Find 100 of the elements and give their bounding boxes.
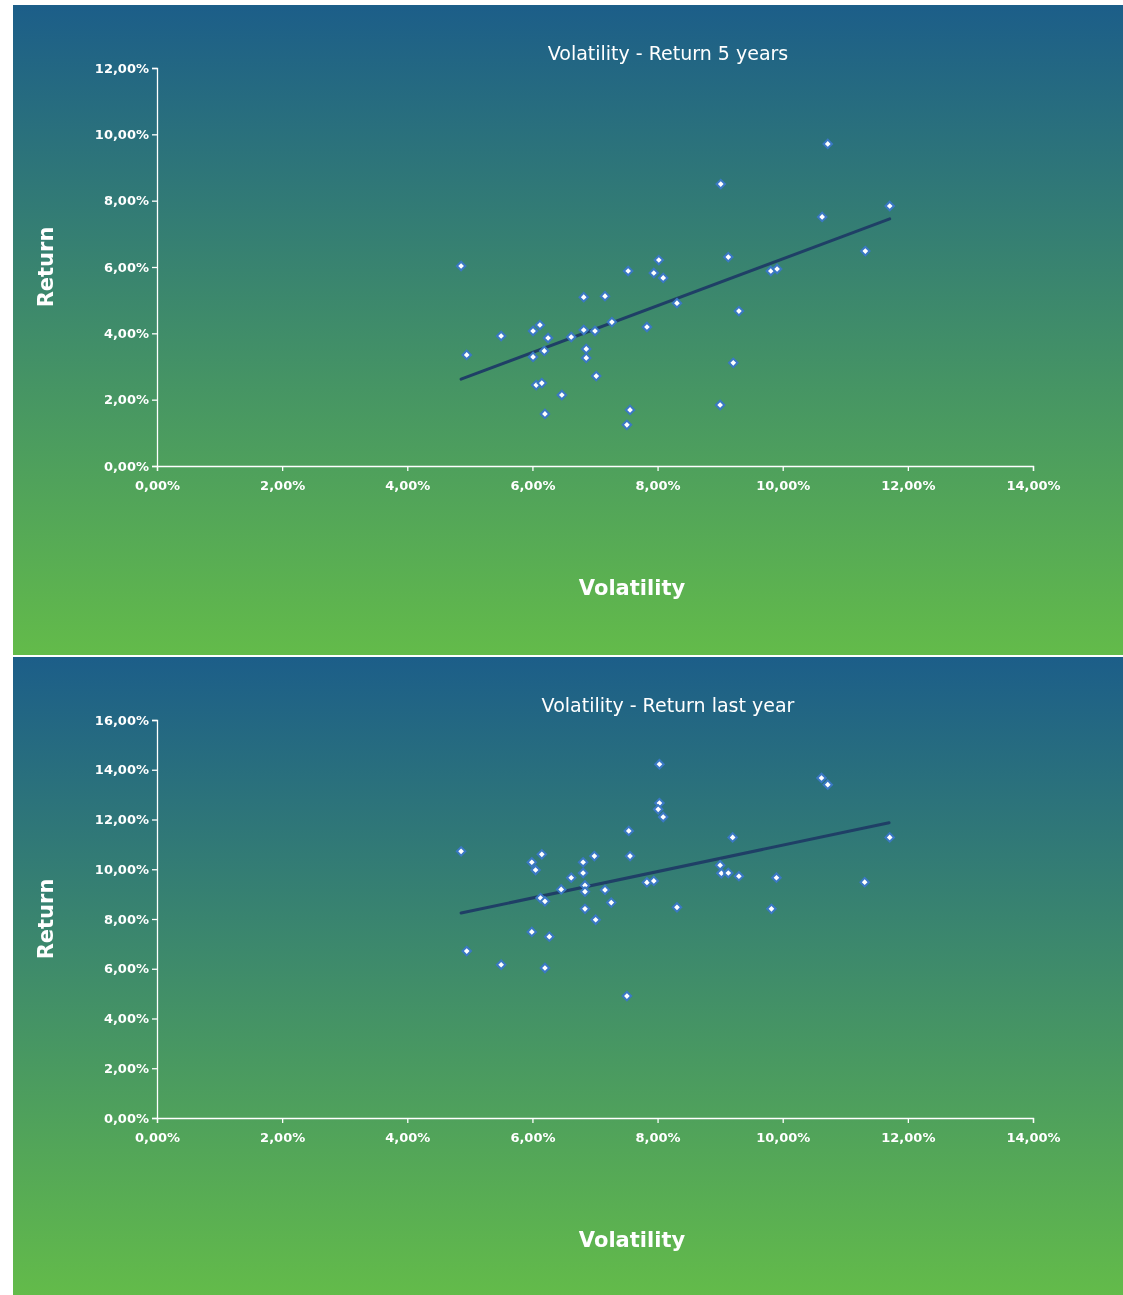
- point: [579, 886, 591, 897]
- point: [526, 857, 538, 868]
- point: [455, 846, 467, 857]
- point: [455, 260, 467, 272]
- x-tick-label: 6,00%: [510, 1129, 556, 1145]
- x-tick-label: 0,00%: [134, 1129, 181, 1145]
- point: [771, 872, 782, 883]
- point: [577, 867, 589, 879]
- point: [884, 200, 895, 212]
- y-tick-label: 12,00%: [94, 60, 149, 76]
- point: [542, 332, 554, 344]
- x-tick-label: 8,00%: [635, 1129, 681, 1145]
- point: [621, 419, 633, 431]
- x-tick-label: 10,00%: [756, 477, 811, 493]
- point: [591, 370, 602, 382]
- y-tick-label: 2,00%: [103, 392, 149, 408]
- point: [527, 351, 539, 363]
- point: [544, 931, 555, 942]
- point: [816, 211, 828, 223]
- y-tick-label: 14,00%: [94, 762, 149, 778]
- point: [579, 903, 591, 915]
- y-tick-label: 16,00%: [94, 712, 149, 728]
- point: [884, 832, 895, 843]
- x-tick-label: 4,00%: [385, 1129, 431, 1145]
- y-tick-label: 0,00%: [103, 1110, 149, 1126]
- point: [822, 138, 834, 150]
- point: [578, 291, 589, 303]
- point: [539, 408, 551, 420]
- x-tick-label: 4,00%: [385, 477, 431, 493]
- x-tick-label: 12,00%: [881, 1129, 936, 1145]
- y-axis-title: Return: [34, 226, 58, 308]
- point: [860, 245, 871, 257]
- point: [606, 897, 617, 908]
- y-tick-label: 10,00%: [94, 861, 149, 877]
- point: [539, 962, 551, 974]
- point: [715, 178, 727, 190]
- x-tick-label: 14,00%: [1006, 1129, 1061, 1145]
- point: [589, 325, 601, 337]
- point: [671, 902, 683, 913]
- point: [714, 399, 726, 411]
- point: [581, 352, 592, 364]
- point: [606, 316, 618, 328]
- point: [623, 825, 635, 837]
- point: [654, 759, 665, 770]
- y-tick-label: 0,00%: [103, 458, 149, 474]
- y-axis-title: Return: [34, 878, 58, 960]
- point: [766, 903, 777, 915]
- x-tick-label: 12,00%: [881, 477, 936, 493]
- point: [657, 272, 669, 284]
- x-tick-label: 10,00%: [756, 1129, 811, 1145]
- point: [530, 864, 541, 876]
- x-tick-label: 8,00%: [635, 477, 681, 493]
- y-tick-label: 2,00%: [103, 1060, 149, 1076]
- point: [622, 265, 634, 277]
- chart-title: Volatility - Return 5 years: [547, 42, 789, 64]
- point: [539, 345, 550, 357]
- point: [556, 389, 568, 401]
- point: [589, 850, 600, 862]
- point: [728, 357, 739, 369]
- x-tick-label: 0,00%: [134, 477, 181, 493]
- point: [536, 849, 548, 860]
- x-axis-title: Volatility: [578, 1228, 686, 1252]
- point: [534, 319, 546, 331]
- point: [657, 811, 669, 823]
- y-tick-label: 6,00%: [103, 259, 149, 275]
- point: [621, 990, 633, 1002]
- point: [526, 926, 538, 938]
- x-axis-title: Volatility: [578, 576, 686, 600]
- point: [671, 297, 683, 309]
- point: [653, 254, 665, 266]
- point: [539, 896, 551, 907]
- point: [733, 870, 745, 882]
- point: [723, 251, 734, 263]
- y-tick-label: 6,00%: [103, 961, 149, 977]
- point: [771, 263, 783, 275]
- y-tick-label: 4,00%: [103, 325, 149, 341]
- point: [599, 884, 611, 896]
- point: [641, 321, 653, 333]
- point: [822, 779, 834, 790]
- point: [727, 832, 738, 843]
- point: [555, 884, 567, 895]
- point: [648, 267, 660, 279]
- x-tick-label: 2,00%: [260, 477, 306, 493]
- point: [461, 945, 472, 957]
- point: [590, 914, 601, 925]
- y-tick-label: 12,00%: [94, 812, 149, 828]
- point: [581, 343, 592, 355]
- point: [578, 324, 589, 336]
- point: [816, 772, 827, 784]
- point: [733, 305, 745, 317]
- x-tick-label: 14,00%: [1006, 477, 1061, 493]
- x-tick-label: 6,00%: [510, 477, 556, 493]
- point: [461, 349, 472, 361]
- point: [648, 875, 660, 887]
- point: [599, 290, 611, 302]
- point: [624, 404, 636, 416]
- point: [624, 850, 636, 862]
- point: [565, 331, 577, 343]
- y-tick-label: 8,00%: [103, 911, 149, 927]
- point: [577, 857, 589, 868]
